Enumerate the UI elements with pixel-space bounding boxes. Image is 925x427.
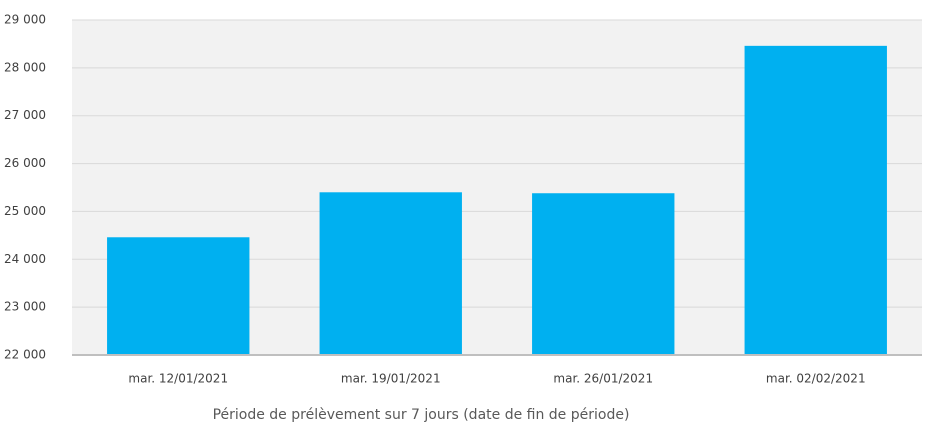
y-tick-label: 22 000	[4, 348, 46, 362]
bar	[107, 237, 250, 355]
y-tick-label: 23 000	[4, 300, 46, 314]
y-tick-label: 24 000	[4, 252, 46, 266]
bar	[532, 193, 675, 355]
y-tick-label: 26 000	[4, 156, 46, 170]
y-tick-label: 25 000	[4, 204, 46, 218]
x-tick-label: mar. 02/02/2021	[766, 372, 866, 386]
y-tick-label: 28 000	[4, 60, 46, 74]
x-tick-label: mar. 19/01/2021	[341, 372, 441, 386]
y-tick-label: 27 000	[4, 108, 46, 122]
bar	[744, 45, 887, 355]
x-tick-label: mar. 12/01/2021	[128, 372, 228, 386]
x-axis-label: Période de prélèvement sur 7 jours (date…	[213, 407, 630, 423]
x-tick-label: mar. 26/01/2021	[553, 372, 653, 386]
bar	[319, 192, 462, 355]
y-tick-label: 29 000	[4, 13, 46, 27]
